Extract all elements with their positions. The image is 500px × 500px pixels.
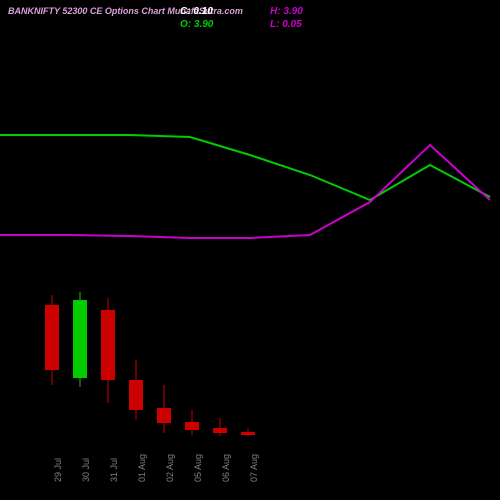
candle-4 [157, 40, 171, 460]
candle-6 [213, 40, 227, 460]
x-label-4: 02 Aug [165, 454, 175, 482]
candle-2 [101, 40, 115, 460]
x-label-2: 31 Jul [109, 458, 119, 482]
x-axis-labels: 29 Jul 30 Jul 31 Jul 01 Aug 02 Aug 05 Aug 06 A… [0, 432, 500, 492]
x-label-5: 05 Aug [193, 454, 203, 482]
candle-body [129, 380, 143, 410]
candle-3 [129, 40, 143, 460]
candle-body [45, 305, 59, 370]
candle-0 [45, 40, 59, 460]
ohlc-low: L: 0.05 [270, 19, 320, 30]
candle-1 [73, 40, 87, 460]
candle-body [185, 422, 199, 430]
chart-area [0, 40, 500, 460]
candle-body [73, 300, 87, 378]
candle-body [101, 310, 115, 380]
x-label-0: 29 Jul [53, 458, 63, 482]
candle-7 [241, 40, 255, 460]
x-label-3: 01 Aug [137, 454, 147, 482]
ohlc-open: O: 3.90 [180, 19, 230, 30]
x-label-6: 06 Aug [221, 454, 231, 482]
candle-body [157, 408, 171, 423]
ohlc-close: C: 0.10 [180, 6, 230, 17]
ohlc-high: H: 3.90 [270, 6, 320, 17]
x-label-7: 07 Aug [249, 454, 259, 482]
ohlc-row-2: O: 3.90 L: 0.05 [180, 19, 320, 30]
x-label-1: 30 Jul [81, 458, 91, 482]
ohlc-row-1: C: 0.10 H: 3.90 [180, 6, 320, 17]
candle-5 [185, 40, 199, 460]
ohlc-panel: C: 0.10 H: 3.90 O: 3.90 L: 0.05 [180, 6, 320, 30]
